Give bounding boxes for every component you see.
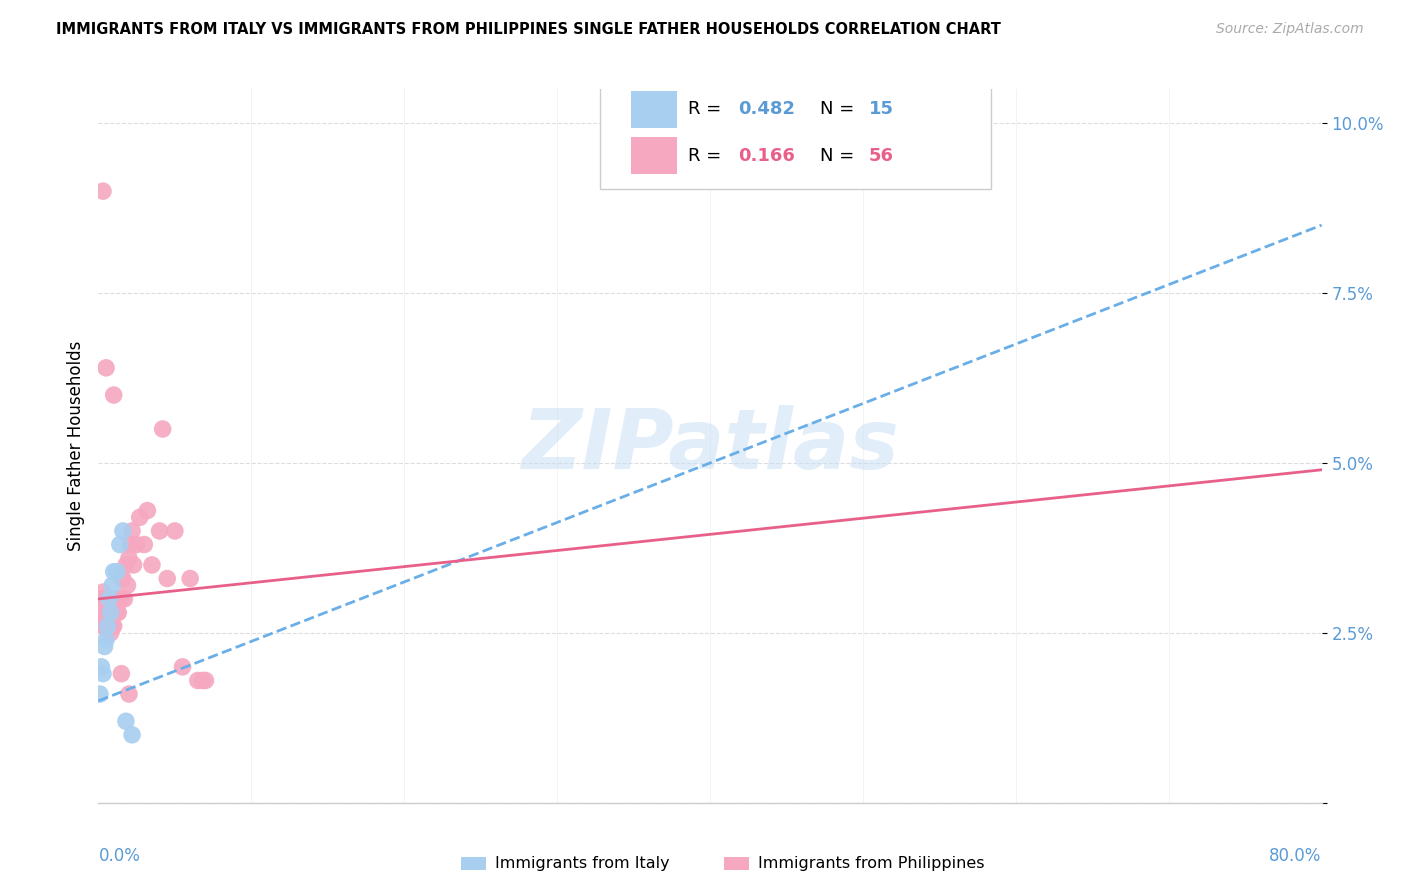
Point — [90, 660, 112, 674]
Point — [152, 422, 174, 436]
Point — [101, 578, 124, 592]
Y-axis label: Single Father Households: Single Father Households — [66, 341, 84, 551]
Point — [94, 619, 117, 633]
Text: 0.166: 0.166 — [738, 146, 794, 165]
Point — [91, 619, 114, 633]
Text: R =: R = — [688, 146, 727, 165]
Point — [156, 572, 179, 586]
Point — [108, 591, 131, 606]
Point — [101, 606, 124, 620]
Point — [120, 537, 142, 551]
Text: ZIPatlas: ZIPatlas — [522, 406, 898, 486]
Point — [187, 673, 209, 688]
Point — [94, 606, 117, 620]
Point — [122, 558, 145, 572]
Point — [94, 619, 117, 633]
Point — [128, 510, 150, 524]
Text: 0.482: 0.482 — [738, 101, 796, 119]
Point — [97, 619, 120, 633]
Point — [107, 606, 129, 620]
Point — [94, 360, 117, 375]
Text: 0.0%: 0.0% — [98, 847, 141, 865]
Point — [98, 591, 121, 606]
FancyBboxPatch shape — [461, 857, 486, 870]
Text: IMMIGRANTS FROM ITALY VS IMMIGRANTS FROM PHILIPPINES SINGLE FATHER HOUSEHOLDS CO: IMMIGRANTS FROM ITALY VS IMMIGRANTS FROM… — [56, 22, 1001, 37]
Text: N =: N = — [820, 146, 860, 165]
Point — [89, 687, 111, 701]
FancyBboxPatch shape — [630, 91, 678, 128]
Point — [91, 666, 114, 681]
Point — [91, 585, 114, 599]
Point — [98, 591, 121, 606]
Point — [115, 558, 138, 572]
Point — [163, 524, 186, 538]
Point — [125, 537, 148, 551]
Point — [110, 666, 132, 681]
Point — [100, 612, 122, 626]
Text: Source: ZipAtlas.com: Source: ZipAtlas.com — [1216, 22, 1364, 37]
Point — [110, 572, 132, 586]
Text: Immigrants from Philippines: Immigrants from Philippines — [758, 856, 984, 871]
Point — [112, 591, 135, 606]
Point — [91, 606, 114, 620]
Point — [93, 599, 115, 613]
Point — [100, 626, 122, 640]
Point — [105, 606, 128, 620]
Point — [103, 606, 125, 620]
Point — [191, 673, 214, 688]
Point — [98, 606, 121, 620]
Point — [105, 591, 128, 606]
Point — [149, 524, 172, 538]
Text: 80.0%: 80.0% — [1270, 847, 1322, 865]
Point — [93, 640, 115, 654]
Point — [115, 714, 138, 729]
Point — [97, 606, 120, 620]
Point — [134, 537, 156, 551]
Point — [90, 591, 112, 606]
Point — [136, 503, 159, 517]
Point — [97, 619, 120, 633]
Point — [105, 565, 128, 579]
Point — [111, 524, 134, 538]
FancyBboxPatch shape — [724, 857, 749, 870]
Point — [108, 537, 131, 551]
Point — [104, 606, 127, 620]
Point — [172, 660, 194, 674]
Point — [194, 673, 217, 688]
FancyBboxPatch shape — [630, 137, 678, 174]
Point — [118, 551, 141, 566]
Text: Immigrants from Italy: Immigrants from Italy — [495, 856, 669, 871]
Point — [121, 524, 143, 538]
Point — [104, 591, 127, 606]
Point — [101, 619, 124, 633]
Point — [103, 565, 125, 579]
Point — [118, 687, 141, 701]
Point — [141, 558, 163, 572]
Point — [100, 606, 122, 620]
Point — [179, 572, 201, 586]
Point — [110, 591, 132, 606]
Point — [90, 612, 112, 626]
Point — [111, 572, 134, 586]
Text: 15: 15 — [869, 101, 894, 119]
Point — [117, 578, 139, 592]
Point — [103, 619, 125, 633]
Point — [93, 612, 115, 626]
Point — [91, 184, 114, 198]
Point — [103, 388, 125, 402]
Text: R =: R = — [688, 101, 727, 119]
Text: N =: N = — [820, 101, 860, 119]
Point — [94, 632, 117, 647]
Text: 56: 56 — [869, 146, 894, 165]
Point — [89, 606, 111, 620]
FancyBboxPatch shape — [600, 78, 991, 189]
Point — [121, 728, 143, 742]
